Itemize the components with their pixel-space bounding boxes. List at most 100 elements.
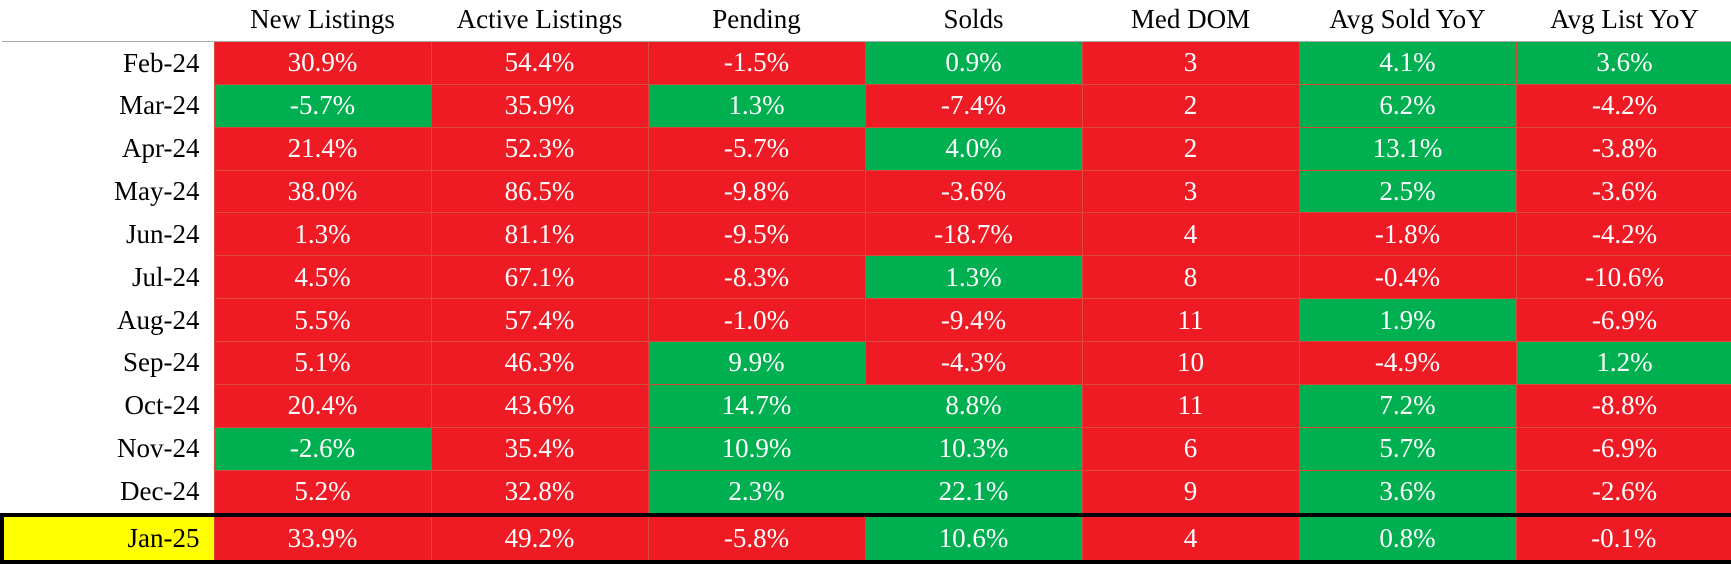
- data-cell: 5.7%: [1299, 427, 1516, 470]
- data-cell: -8.3%: [648, 256, 865, 299]
- data-table: New Listings Active Listings Pending Sol…: [0, 0, 1731, 564]
- row-label: Jan-25: [2, 515, 214, 562]
- data-cell: 1.2%: [1516, 342, 1731, 385]
- data-cell: 21.4%: [214, 127, 431, 170]
- data-cell: 7.2%: [1299, 384, 1516, 427]
- col-header-med-dom: Med DOM: [1082, 0, 1299, 42]
- col-header-pending: Pending: [648, 0, 865, 42]
- data-cell: 46.3%: [431, 342, 648, 385]
- data-cell: 14.7%: [648, 384, 865, 427]
- data-cell: 6.2%: [1299, 84, 1516, 127]
- data-cell: 86.5%: [431, 170, 648, 213]
- data-cell: 3.6%: [1516, 42, 1731, 85]
- data-cell: 11: [1082, 384, 1299, 427]
- data-cell: 2.5%: [1299, 170, 1516, 213]
- data-cell: 6: [1082, 427, 1299, 470]
- data-cell: 10.3%: [865, 427, 1082, 470]
- table-row: Oct-2420.4%43.6%14.7%8.8%117.2%-8.8%: [2, 384, 1731, 427]
- data-cell: 4: [1082, 213, 1299, 256]
- data-cell: 1.9%: [1299, 299, 1516, 342]
- data-cell: 4: [1082, 515, 1299, 562]
- col-header-solds: Solds: [865, 0, 1082, 42]
- table-row: Sep-245.1%46.3%9.9%-4.3%10-4.9%1.2%: [2, 342, 1731, 385]
- data-cell: 3.6%: [1299, 470, 1516, 515]
- data-cell: 38.0%: [214, 170, 431, 213]
- row-label: Jun-24: [2, 213, 214, 256]
- row-label: Feb-24: [2, 42, 214, 85]
- data-cell: -1.8%: [1299, 213, 1516, 256]
- data-cell: -0.4%: [1299, 256, 1516, 299]
- data-cell: 9: [1082, 470, 1299, 515]
- data-cell: 81.1%: [431, 213, 648, 256]
- data-cell: -4.2%: [1516, 84, 1731, 127]
- data-cell: 2.3%: [648, 470, 865, 515]
- data-cell: -8.8%: [1516, 384, 1731, 427]
- data-cell: 2: [1082, 127, 1299, 170]
- data-cell: 8: [1082, 256, 1299, 299]
- data-cell: -7.4%: [865, 84, 1082, 127]
- data-cell: -1.5%: [648, 42, 865, 85]
- row-label: Jul-24: [2, 256, 214, 299]
- table-row: Feb-2430.9%54.4%-1.5%0.9%34.1%3.6%: [2, 42, 1731, 85]
- data-cell: 3: [1082, 170, 1299, 213]
- row-label: Sep-24: [2, 342, 214, 385]
- data-cell: 52.3%: [431, 127, 648, 170]
- table-row: May-2438.0%86.5%-9.8%-3.6%32.5%-3.6%: [2, 170, 1731, 213]
- data-cell: 0.8%: [1299, 515, 1516, 562]
- data-cell: 0.9%: [865, 42, 1082, 85]
- data-cell: 43.6%: [431, 384, 648, 427]
- data-cell: 4.5%: [214, 256, 431, 299]
- data-cell: -0.1%: [1516, 515, 1731, 562]
- table-row: Jun-241.3%81.1%-9.5%-18.7%4-1.8%-4.2%: [2, 213, 1731, 256]
- data-cell: 30.9%: [214, 42, 431, 85]
- data-cell: 67.1%: [431, 256, 648, 299]
- table-row: Jul-244.5%67.1%-8.3%1.3%8-0.4%-10.6%: [2, 256, 1731, 299]
- data-cell: 33.9%: [214, 515, 431, 562]
- data-cell: -4.2%: [1516, 213, 1731, 256]
- data-cell: 9.9%: [648, 342, 865, 385]
- data-cell: 13.1%: [1299, 127, 1516, 170]
- col-header-active-listings: Active Listings: [431, 0, 648, 42]
- data-cell: -5.7%: [648, 127, 865, 170]
- table-row: Jan-2533.9%49.2%-5.8%10.6%40.8%-0.1%: [2, 515, 1731, 562]
- data-cell: -1.0%: [648, 299, 865, 342]
- data-cell: -5.8%: [648, 515, 865, 562]
- data-cell: 57.4%: [431, 299, 648, 342]
- data-cell: -4.3%: [865, 342, 1082, 385]
- data-cell: 10.9%: [648, 427, 865, 470]
- data-cell: -3.6%: [1516, 170, 1731, 213]
- data-cell: 1.3%: [648, 84, 865, 127]
- row-label: Dec-24: [2, 470, 214, 515]
- data-cell: 35.4%: [431, 427, 648, 470]
- data-cell: 4.0%: [865, 127, 1082, 170]
- header-blank: [2, 0, 214, 42]
- data-cell: -3.8%: [1516, 127, 1731, 170]
- data-cell: 2: [1082, 84, 1299, 127]
- data-cell: 5.2%: [214, 470, 431, 515]
- data-cell: 10: [1082, 342, 1299, 385]
- data-cell: 4.1%: [1299, 42, 1516, 85]
- data-cell: -10.6%: [1516, 256, 1731, 299]
- row-label: Mar-24: [2, 84, 214, 127]
- data-cell: 8.8%: [865, 384, 1082, 427]
- row-label: Oct-24: [2, 384, 214, 427]
- data-cell: -6.9%: [1516, 299, 1731, 342]
- table-row: Mar-24-5.7%35.9%1.3%-7.4%26.2%-4.2%: [2, 84, 1731, 127]
- data-cell: 3: [1082, 42, 1299, 85]
- data-cell: 54.4%: [431, 42, 648, 85]
- data-cell: 5.1%: [214, 342, 431, 385]
- data-cell: 35.9%: [431, 84, 648, 127]
- data-cell: 11: [1082, 299, 1299, 342]
- data-cell: 10.6%: [865, 515, 1082, 562]
- table-row: Apr-2421.4%52.3%-5.7%4.0%213.1%-3.8%: [2, 127, 1731, 170]
- data-cell: 5.5%: [214, 299, 431, 342]
- data-cell: 49.2%: [431, 515, 648, 562]
- col-header-new-listings: New Listings: [214, 0, 431, 42]
- data-cell: 32.8%: [431, 470, 648, 515]
- data-cell: -9.8%: [648, 170, 865, 213]
- row-label: Nov-24: [2, 427, 214, 470]
- data-cell: -3.6%: [865, 170, 1082, 213]
- data-cell: 1.3%: [865, 256, 1082, 299]
- data-cell: -4.9%: [1299, 342, 1516, 385]
- table-row: Aug-245.5%57.4%-1.0%-9.4%111.9%-6.9%: [2, 299, 1731, 342]
